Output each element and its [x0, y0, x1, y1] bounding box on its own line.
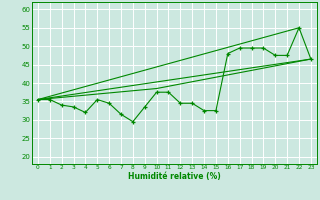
- X-axis label: Humidité relative (%): Humidité relative (%): [128, 172, 221, 181]
